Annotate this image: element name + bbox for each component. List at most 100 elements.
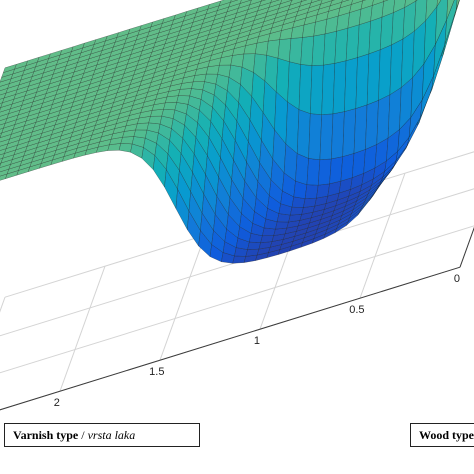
surface-patch xyxy=(339,0,353,9)
surface-patch xyxy=(266,39,280,59)
surface-patch xyxy=(287,61,301,111)
grid-line xyxy=(359,173,406,299)
surface-patch xyxy=(247,241,261,250)
surface-patch xyxy=(230,53,245,68)
x-tick-label: 0 xyxy=(454,273,460,285)
x-axis-label: Varnish type / vrsta laka xyxy=(4,423,200,447)
surface-patch xyxy=(334,27,349,64)
surface-patch xyxy=(378,44,392,101)
surface-patch xyxy=(355,53,370,109)
surface-patch xyxy=(446,0,455,20)
surface-patch xyxy=(371,0,385,6)
x-axis-label-alt: vrsta laka xyxy=(87,428,136,442)
surface-patch xyxy=(260,0,266,2)
surface-patch xyxy=(306,158,321,186)
surface-patch xyxy=(295,153,309,186)
surface-patch xyxy=(379,12,394,51)
surface-patch xyxy=(218,0,232,7)
tick-labels: 00.511.5200.51 xyxy=(54,273,460,409)
grid-line xyxy=(0,297,6,313)
surface-patch xyxy=(454,0,460,17)
surface-patch xyxy=(118,143,133,153)
surface-patch xyxy=(383,0,389,2)
x-axis-line xyxy=(0,266,461,411)
surface-patch xyxy=(332,60,347,115)
surface-patch xyxy=(404,0,417,8)
surface-patch xyxy=(296,109,311,159)
x-tick-label: 2 xyxy=(54,397,60,409)
surface-patch xyxy=(310,0,321,4)
surface-patch xyxy=(311,33,326,66)
surface-patch xyxy=(342,108,357,157)
surface-patch xyxy=(270,0,280,3)
surface-patch xyxy=(148,115,163,125)
surface-patch xyxy=(290,206,304,216)
surface-patch xyxy=(238,0,252,9)
surface-patch xyxy=(353,104,368,154)
surface-patch xyxy=(289,37,303,65)
surface-patch xyxy=(298,64,313,114)
surface-patch xyxy=(320,0,333,5)
surface-patch xyxy=(436,0,442,7)
surface-patch xyxy=(345,24,360,62)
surface-patch xyxy=(323,30,337,66)
surface-patch xyxy=(352,149,366,178)
surface-patch xyxy=(381,0,395,18)
axes-lines xyxy=(0,226,474,411)
surface-patch xyxy=(365,99,379,150)
surface-patch xyxy=(178,88,192,97)
surface-patch xyxy=(456,0,460,10)
surface-patch xyxy=(230,0,239,3)
surface-patch xyxy=(357,20,371,58)
surface-patch xyxy=(317,158,332,186)
surface-patch xyxy=(331,111,345,160)
surface-patch xyxy=(249,0,262,6)
surface-patch xyxy=(344,57,358,112)
surface-patch xyxy=(391,7,405,46)
surface-patch xyxy=(191,81,205,91)
surface-patch xyxy=(319,113,334,161)
surface-patch xyxy=(366,49,381,106)
surface-patch xyxy=(340,153,355,182)
y-axis-label-main: Wood type xyxy=(419,428,474,442)
surface-patch xyxy=(414,0,428,32)
surface-patch xyxy=(304,184,319,199)
surface-patch xyxy=(308,0,323,9)
x-axis-label-separator: / xyxy=(78,428,88,442)
surface-patch xyxy=(444,0,458,45)
grid-line xyxy=(59,266,106,392)
surface-patch xyxy=(133,129,148,139)
surface-patch xyxy=(341,0,350,3)
surface-patch xyxy=(435,0,448,45)
surface-patch xyxy=(362,0,366,2)
surface-patch xyxy=(300,35,315,66)
surface-mesh xyxy=(0,0,460,264)
grid-line xyxy=(0,225,474,374)
surface-patch xyxy=(299,0,313,7)
y-axis-label: Wood type xyxy=(410,423,474,447)
surface-patch xyxy=(329,0,343,7)
surface-patch xyxy=(239,0,252,4)
x-axis-label-main: Varnish type xyxy=(13,428,79,442)
surface-patch xyxy=(285,101,300,154)
surface-patch xyxy=(415,0,418,2)
surface-patch xyxy=(350,0,364,5)
surface-patch xyxy=(289,0,303,6)
surface-patch xyxy=(232,255,247,264)
surface-patch xyxy=(329,156,343,185)
surface-patch xyxy=(259,0,272,7)
surface-patch xyxy=(303,197,317,208)
surface-patch xyxy=(163,102,177,111)
surface-patch xyxy=(368,16,383,55)
x-tick-label: 1 xyxy=(254,335,260,347)
surface-patch xyxy=(301,0,308,2)
x-tick-label: 1.5 xyxy=(149,366,164,378)
surface-patch xyxy=(425,0,438,22)
surface-patch xyxy=(280,0,293,5)
surface-patch xyxy=(277,38,292,62)
surface-patch xyxy=(331,0,335,1)
surface-patch xyxy=(393,0,406,13)
y-axis-line xyxy=(459,226,474,268)
surface-patch xyxy=(360,0,374,10)
